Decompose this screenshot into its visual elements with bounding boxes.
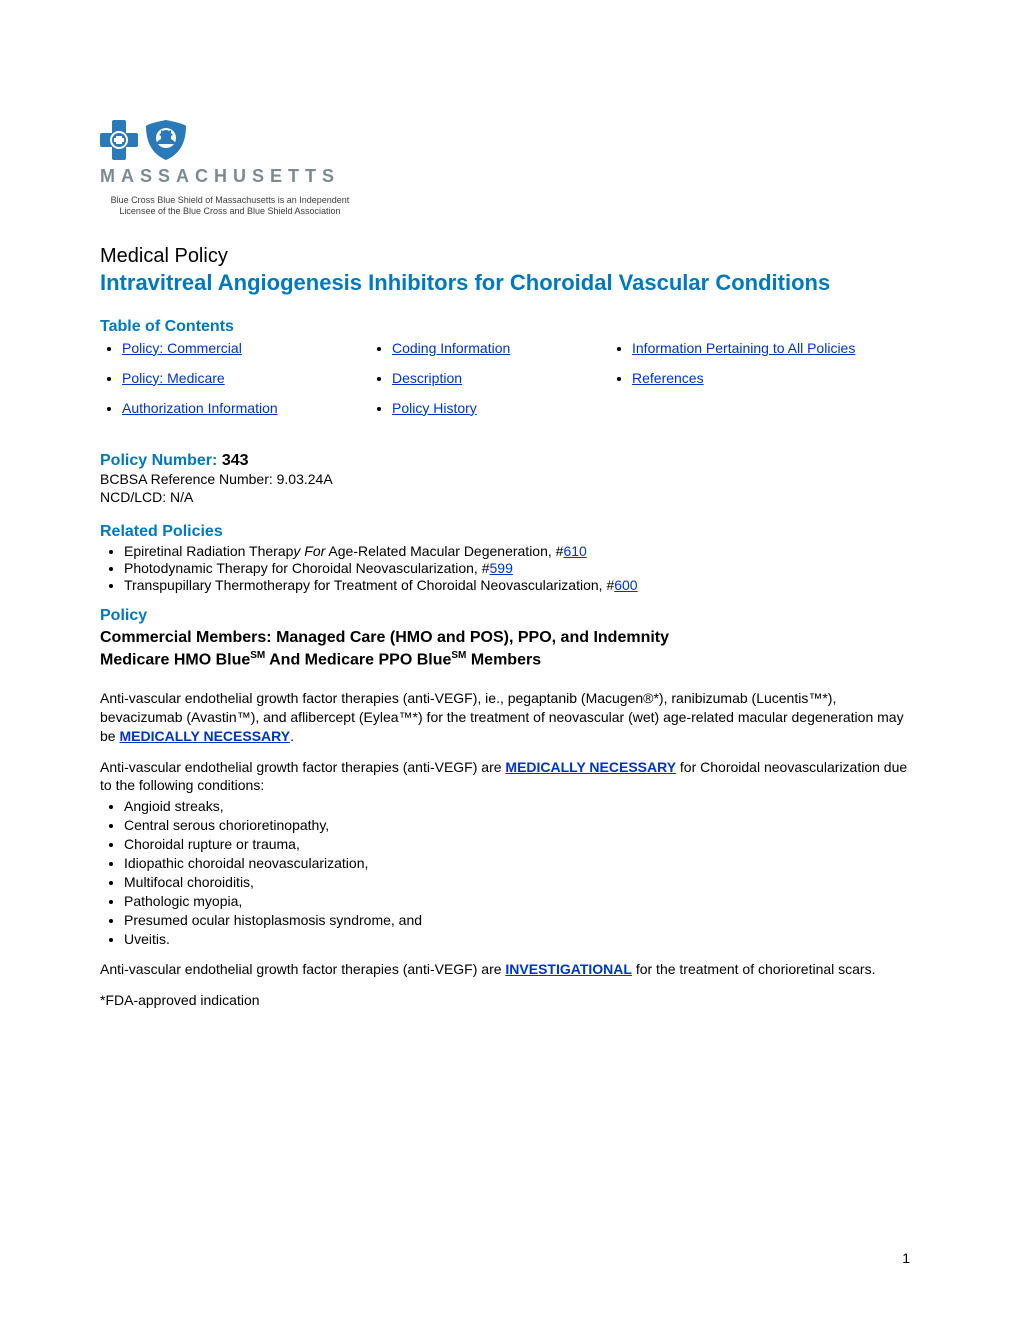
sm-mark: SM <box>451 650 466 661</box>
condition-item: Idiopathic choroidal neovascularization, <box>124 854 920 873</box>
logo-disclaimer: Blue Cross Blue Shield of Massachusetts … <box>100 195 360 217</box>
toc-col-2: Coding Information Description Policy Hi… <box>370 340 570 430</box>
toc-link-description[interactable]: Description <box>392 370 462 386</box>
conditions-list: Angioid streaks, Central serous choriore… <box>100 797 920 948</box>
members-block: Commercial Members: Managed Care (HMO an… <box>100 627 920 671</box>
logo-state-text: MASSACHUSETTS <box>100 166 920 187</box>
related-policy-text-suffix: Age-Related Macular Degeneration, # <box>325 543 563 559</box>
related-policy-item: Epiretinal Radiation Therapy For Age-Rel… <box>124 543 920 559</box>
related-policies-list: Epiretinal Radiation Therapy For Age-Rel… <box>100 543 920 593</box>
condition-item: Multifocal choroiditis, <box>124 873 920 892</box>
condition-item: Central serous chorioretinopathy, <box>124 816 920 835</box>
policy-number-label: Policy Number: <box>100 452 217 469</box>
members-text: Members <box>466 651 541 668</box>
related-policy-text: Transpupillary Thermotherapy for Treatme… <box>124 577 614 593</box>
body-text: Anti-vascular endothelial growth factor … <box>100 961 505 977</box>
related-policy-link-599[interactable]: 599 <box>490 560 513 576</box>
toc-col-1: Policy: Commercial Policy: Medicare Auth… <box>100 340 330 430</box>
toc-link-coding-information[interactable]: Coding Information <box>392 340 510 356</box>
members-text: Medicare HMO Blue <box>100 651 250 668</box>
toc-link-authorization-information[interactable]: Authorization Information <box>122 400 278 416</box>
toc-link-info-all-policies[interactable]: Information Pertaining to All Policies <box>632 340 855 356</box>
medically-necessary-link[interactable]: MEDICALLY NECESSARY <box>505 759 676 775</box>
logo-block: MASSACHUSETTS Blue Cross Blue Shield of … <box>100 120 920 217</box>
investigational-link[interactable]: INVESTIGATIONAL <box>505 961 632 977</box>
body-text: . <box>290 728 294 744</box>
toc-link-policy-commercial[interactable]: Policy: Commercial <box>122 340 242 356</box>
related-policy-link-610[interactable]: 610 <box>563 543 586 559</box>
toc-heading: Table of Contents <box>100 318 920 336</box>
page-number: 1 <box>902 1250 910 1266</box>
condition-item: Choroidal rupture or trauma, <box>124 835 920 854</box>
medically-necessary-link[interactable]: MEDICALLY NECESSARY <box>119 728 290 744</box>
related-policy-item: Transpupillary Thermotherapy for Treatme… <box>124 577 920 593</box>
related-policy-text: Epiretinal Radiation Therap <box>124 543 293 559</box>
bcbs-logo <box>100 120 920 160</box>
toc-link-references[interactable]: References <box>632 370 704 386</box>
related-policy-item: Photodynamic Therapy for Choroidal Neova… <box>124 560 920 576</box>
toc-link-policy-medicare[interactable]: Policy: Medicare <box>122 370 225 386</box>
policy-number-value: 343 <box>222 452 249 469</box>
logo-disclaimer-line1: Blue Cross Blue Shield of Massachusetts … <box>111 195 350 205</box>
condition-item: Presumed ocular histoplasmosis syndrome,… <box>124 911 920 930</box>
condition-item: Angioid streaks, <box>124 797 920 816</box>
bcbsa-reference: BCBSA Reference Number: 9.03.24A <box>100 470 920 489</box>
toc-col-3: Information Pertaining to All Policies R… <box>610 340 855 430</box>
body-text: Anti-vascular endothelial growth factor … <box>100 759 505 775</box>
document-title: Intravitreal Angiogenesis Inhibitors for… <box>100 270 920 296</box>
policy-paragraph-1: Anti-vascular endothelial growth factor … <box>100 689 920 746</box>
related-policies-heading: Related Policies <box>100 523 920 541</box>
related-policy-link-600[interactable]: 600 <box>614 577 637 593</box>
members-line-1: Commercial Members: Managed Care (HMO an… <box>100 627 920 649</box>
related-policy-italic: y For <box>293 543 325 559</box>
fda-note: *FDA-approved indication <box>100 991 920 1010</box>
policy-heading: Policy <box>100 607 920 625</box>
policy-paragraph-2: Anti-vascular endothelial growth factor … <box>100 758 920 796</box>
members-line-2: Medicare HMO BlueSM And Medicare PPO Blu… <box>100 649 920 671</box>
condition-item: Uveitis. <box>124 930 920 949</box>
logo-disclaimer-line2: Licensee of the Blue Cross and Blue Shie… <box>119 206 340 216</box>
toc-link-policy-history[interactable]: Policy History <box>392 400 477 416</box>
body-text: for the treatment of chorioretinal scars… <box>632 961 876 977</box>
sm-mark: SM <box>250 650 265 661</box>
document-type: Medical Policy <box>100 245 920 268</box>
policy-paragraph-3: Anti-vascular endothelial growth factor … <box>100 960 920 979</box>
members-text: And Medicare PPO Blue <box>265 651 451 668</box>
related-policy-text: Photodynamic Therapy for Choroidal Neova… <box>124 560 490 576</box>
ncd-lcd-line: NCD/LCD: N/A <box>100 488 920 507</box>
table-of-contents: Policy: Commercial Policy: Medicare Auth… <box>100 340 920 430</box>
condition-item: Pathologic myopia, <box>124 892 920 911</box>
policy-number-line: Policy Number: 343 <box>100 452 920 470</box>
